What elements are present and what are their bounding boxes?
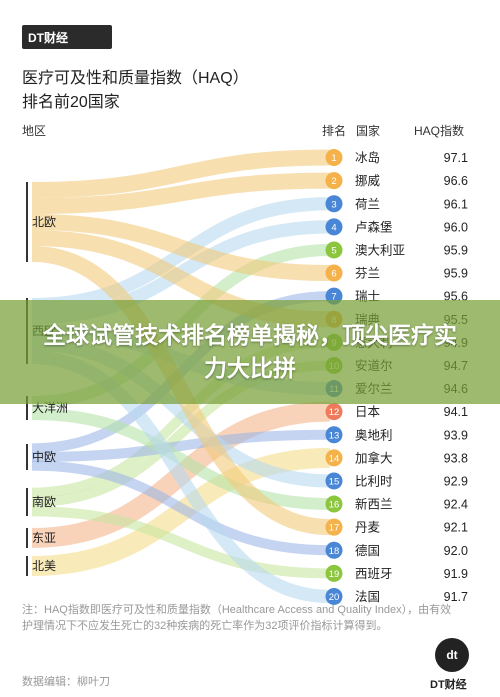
country-name: 挪威 <box>355 174 381 188</box>
headline-text: 全球试管技术排名榜单揭秘，顶尖医疗实力大比拼 <box>43 321 457 381</box>
headline-banner: 全球试管技术排名榜单揭秘，顶尖医疗实力大比拼 <box>0 300 500 404</box>
rank-badge <box>325 518 343 536</box>
rank-number: 7 <box>331 292 336 303</box>
haq-value: 96.6 <box>444 174 468 188</box>
rank-badge <box>325 587 343 605</box>
rank-number: 19 <box>329 569 340 580</box>
rank-badge <box>325 564 343 582</box>
country-name: 荷兰 <box>355 197 380 211</box>
rank-badge <box>325 218 343 236</box>
haq-value: 94.1 <box>444 405 468 419</box>
haq-value: 91.7 <box>444 590 468 604</box>
flow-band <box>31 408 331 511</box>
region-bar <box>26 556 28 576</box>
rank-badge <box>325 195 343 213</box>
country-name: 奥地利 <box>355 428 393 442</box>
haq-value: 95.9 <box>444 243 468 257</box>
region-label: 东亚 <box>32 531 56 545</box>
country-name: 芬兰 <box>355 267 380 281</box>
chart-subtitle: 排名前20国家 <box>22 94 120 111</box>
footer-brand: DT财经 <box>430 679 467 691</box>
rank-number: 12 <box>329 407 340 418</box>
rank-number: 14 <box>329 453 340 464</box>
country-name: 德国 <box>355 543 380 558</box>
rank-number: 20 <box>329 592 340 603</box>
rank-badge <box>325 149 343 167</box>
country-name: 卢森堡 <box>355 219 393 234</box>
rank-number: 18 <box>329 546 340 557</box>
region-label: 北美 <box>32 559 56 573</box>
flow-band <box>31 429 331 462</box>
rank-badge <box>325 241 343 259</box>
rank-number: 17 <box>329 523 340 534</box>
haq-value: 95.9 <box>444 267 468 281</box>
haq-value: 96.0 <box>444 220 468 234</box>
rank-number: 15 <box>329 476 340 487</box>
rank-number: 1 <box>331 153 336 164</box>
rank-badge <box>325 472 343 490</box>
country-name: 加拿大 <box>355 450 393 465</box>
haq-value: 92.4 <box>444 498 468 512</box>
flow-band <box>31 214 331 282</box>
rank-badge <box>325 426 343 444</box>
rank-badge <box>325 264 343 282</box>
haq-value: 91.9 <box>444 567 468 581</box>
country-name: 丹麦 <box>355 521 381 535</box>
rank-badge <box>325 449 343 467</box>
flow-band <box>31 506 331 579</box>
rank-badge <box>325 541 343 559</box>
country-name: 法国 <box>355 590 380 604</box>
rank-number: 16 <box>329 500 340 511</box>
rank-number: 4 <box>331 222 336 233</box>
country-name: 比利时 <box>355 474 393 488</box>
chart-title: 医疗可及性和质量指数（HAQ） <box>22 70 249 87</box>
column-header-haq: HAQ指数 <box>414 124 465 138</box>
country-name: 冰岛 <box>355 150 380 165</box>
rank-number: 5 <box>331 245 336 256</box>
region-label: 南欧 <box>32 494 56 509</box>
flow-band <box>31 149 331 198</box>
region-label: 北欧 <box>32 215 56 229</box>
rank-number: 2 <box>331 176 336 187</box>
region-bar <box>26 182 28 262</box>
region-bar <box>26 528 28 548</box>
column-header-country: 国家 <box>356 124 381 138</box>
country-name: 西班牙 <box>355 567 393 581</box>
country-name: 澳大利亚 <box>355 243 405 257</box>
country-name: 日本 <box>355 405 381 419</box>
country-name: 新西兰 <box>355 497 393 512</box>
rank-badge <box>325 495 343 513</box>
rank-number: 6 <box>331 269 336 280</box>
haq-value: 93.8 <box>444 451 468 465</box>
footer-logo-icon: dt <box>435 638 469 672</box>
footnote: 注：HAQ指数即医疗可及性和质量指数（Healthcare Access and… <box>22 604 452 632</box>
haq-value: 97.1 <box>444 151 468 165</box>
haq-value: 96.1 <box>444 197 468 211</box>
haq-value: 93.9 <box>444 428 468 442</box>
haq-value: 92.1 <box>444 521 468 535</box>
column-header-rank: 排名 <box>322 124 347 138</box>
rank-badge <box>325 172 343 190</box>
region-bar <box>26 396 28 420</box>
rank-badge <box>325 403 343 421</box>
column-header-region: 地区 <box>22 124 47 138</box>
rank-number: 13 <box>329 430 340 441</box>
region-bar <box>26 488 28 516</box>
rank-number: 3 <box>331 199 336 210</box>
flow-band <box>31 172 331 214</box>
flow-band <box>31 460 331 556</box>
data-source: 数据编辑：柳叶刀 <box>22 676 110 688</box>
haq-value: 92.0 <box>444 544 468 558</box>
haq-value: 92.9 <box>444 474 468 488</box>
region-bar <box>26 444 28 470</box>
brand-logo: DT财经 <box>22 25 112 49</box>
region-label: 中欧 <box>32 449 56 464</box>
